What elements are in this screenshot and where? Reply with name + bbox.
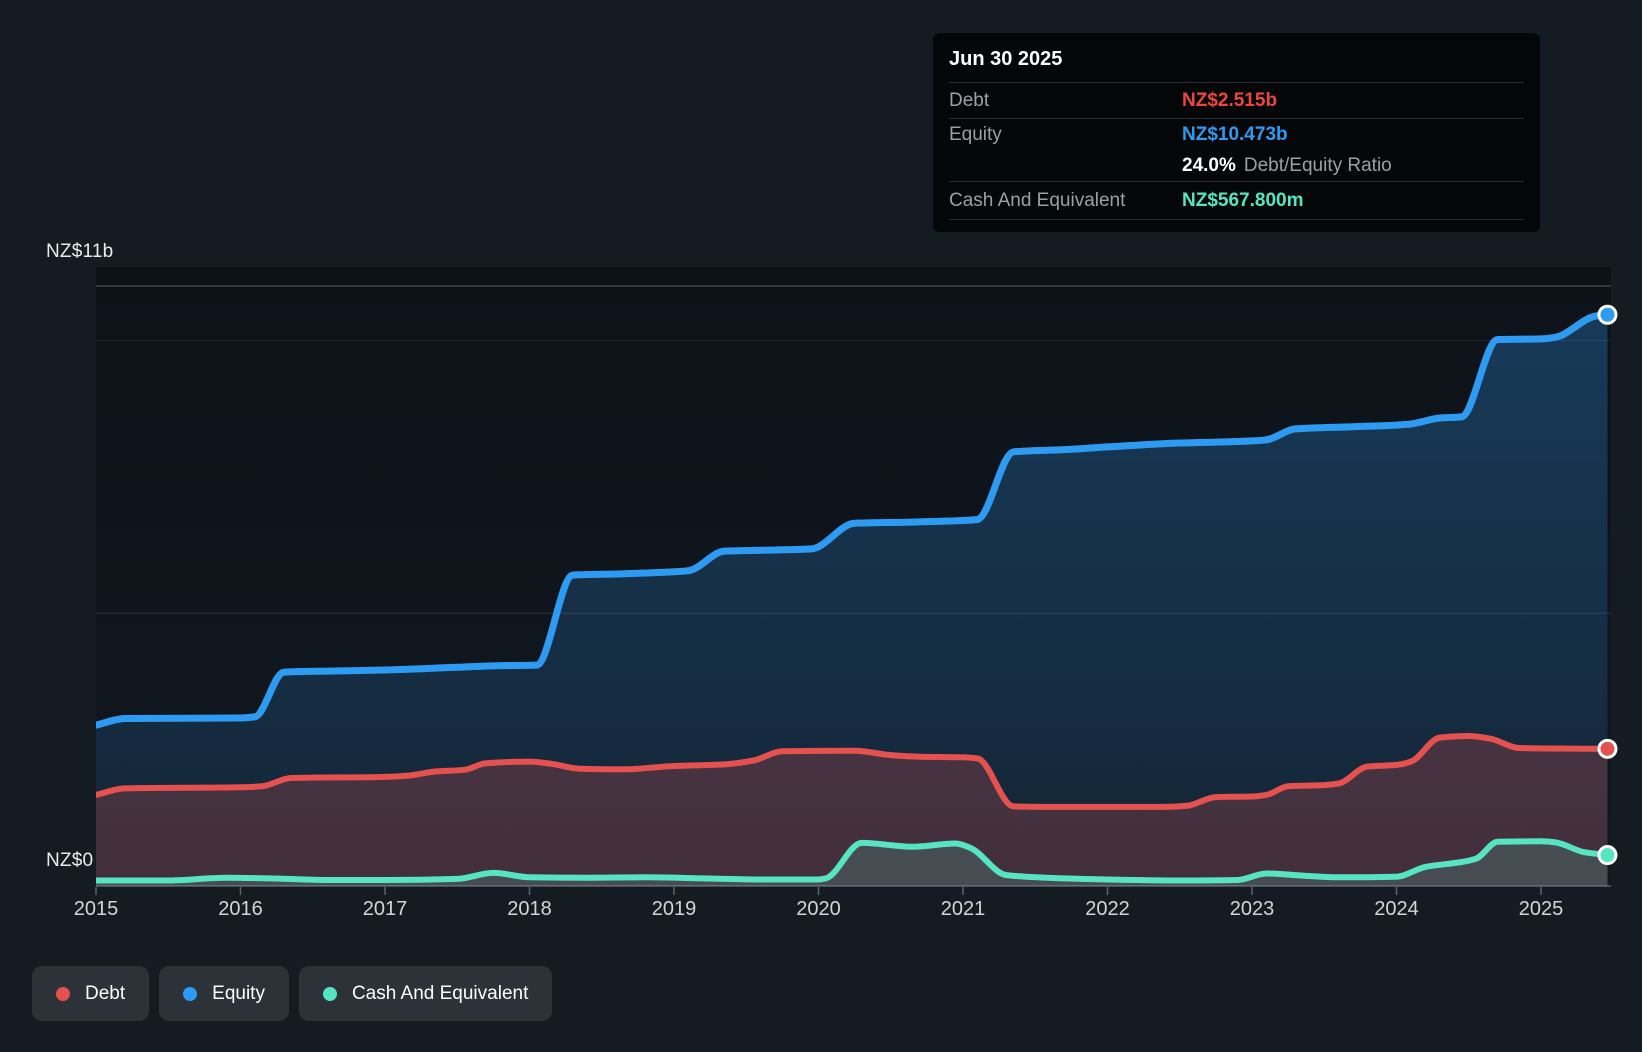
tooltip-ratio-label: Debt/Equity Ratio	[1244, 155, 1392, 176]
tooltip-equity-value: NZ$10.473b	[1182, 124, 1288, 146]
x-axis-label-2018: 2018	[485, 898, 575, 921]
x-axis-label-2017: 2017	[340, 898, 430, 921]
equity-endpoint-marker	[1599, 306, 1616, 323]
tooltip-row-debt: Debt NZ$2.515b	[949, 82, 1524, 118]
cash-and-equivalent-endpoint-marker	[1599, 847, 1616, 864]
debt-endpoint-marker	[1599, 740, 1616, 757]
tooltip-debt-label: Debt	[949, 90, 1182, 112]
tooltip-row-ratio: 24.0% Debt/Equity Ratio	[949, 151, 1524, 181]
tooltip-equity-label: Equity	[949, 124, 1182, 146]
legend-toggle-equity[interactable]: Equity	[159, 966, 289, 1021]
x-axis-label-2024: 2024	[1352, 898, 1442, 921]
tooltip-cash-value: NZ$567.800m	[1182, 190, 1303, 212]
x-axis-label-2016: 2016	[196, 898, 286, 921]
legend-toggle-cash[interactable]: Cash And Equivalent	[299, 966, 552, 1021]
legend-toggle-debt[interactable]: Debt	[32, 966, 149, 1021]
x-axis-label-2021: 2021	[918, 898, 1008, 921]
tooltip-row-cash: Cash And Equivalent NZ$567.800m	[949, 181, 1524, 220]
legend-debt-label: Debt	[85, 983, 125, 1005]
tooltip-ratio-value: 24.0%	[1182, 155, 1236, 176]
chart-legend: Debt Equity Cash And Equivalent	[32, 966, 552, 1021]
legend-equity-label: Equity	[212, 983, 265, 1005]
tooltip-date: Jun 30 2025	[949, 33, 1524, 82]
legend-cash-label: Cash And Equivalent	[352, 983, 528, 1005]
x-axis-label-2020: 2020	[774, 898, 864, 921]
equity-series-dot-icon	[183, 987, 197, 1001]
x-axis-label-2019: 2019	[629, 898, 719, 921]
cash-series-dot-icon	[323, 987, 337, 1001]
x-axis-label-2023: 2023	[1207, 898, 1297, 921]
tooltip-cash-label: Cash And Equivalent	[949, 190, 1182, 212]
y-axis-zero-label: NZ$0	[46, 850, 93, 872]
debt-equity-history-page: NZ$11b NZ$0 2015 2016 2017 2018 2019 2020 2021…	[0, 0, 1642, 1052]
tooltip-row-equity: Equity NZ$10.473b	[949, 118, 1524, 151]
x-axis-label-2022: 2022	[1063, 898, 1153, 921]
chart-tooltip-panel: Jun 30 2025 Debt NZ$2.515b Equity NZ$10.…	[933, 33, 1540, 232]
debt-series-dot-icon	[56, 987, 70, 1001]
x-axis-label-2025: 2025	[1496, 898, 1586, 921]
y-axis-max-label: NZ$11b	[46, 241, 113, 263]
x-axis-label-2015: 2015	[51, 898, 141, 921]
x-axis-ticks	[96, 887, 1541, 895]
tooltip-debt-value: NZ$2.515b	[1182, 90, 1277, 112]
